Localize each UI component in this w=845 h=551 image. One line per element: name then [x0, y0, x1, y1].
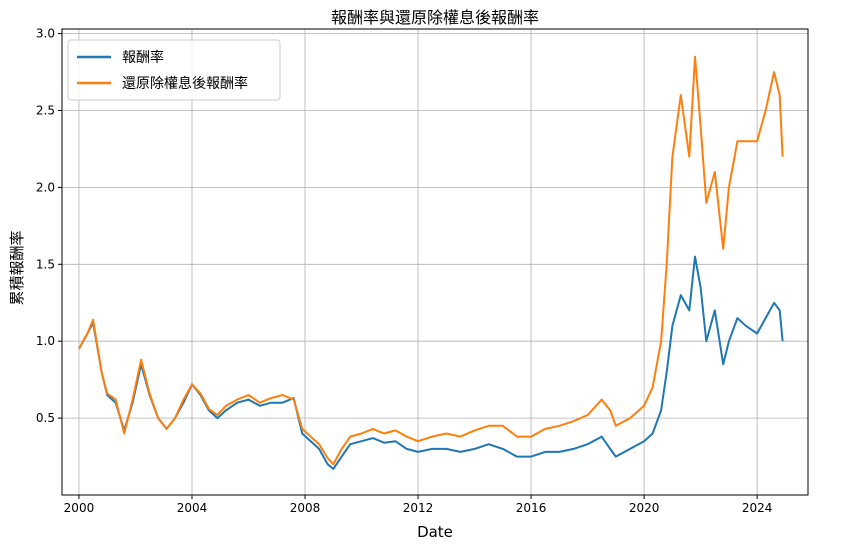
x-tick-label: 2012	[403, 501, 434, 515]
y-tick-label: 2.5	[36, 104, 55, 118]
x-tick-label: 2020	[629, 501, 660, 515]
series-line-2	[78, 55, 784, 466]
y-tick-label: 2.0	[36, 180, 55, 194]
x-tick-label: 2000	[64, 501, 95, 515]
x-tick-label: 2004	[177, 501, 208, 515]
y-tick-label: 3.0	[36, 27, 55, 41]
chart-title: 報酬率與還原除權息後報酬率	[331, 8, 539, 27]
legend-label-2: 還原除權息後報酬率	[122, 75, 248, 92]
y-tick-label: 1.5	[36, 257, 55, 271]
legend-label-1: 報酬率	[122, 49, 164, 66]
y-axis-title: 累積報酬率	[8, 230, 26, 305]
x-tick-label: 2016	[516, 501, 547, 515]
legend-box	[67, 39, 281, 101]
plot-area-frame	[61, 28, 809, 496]
series-lines	[78, 55, 784, 470]
x-tick-label: 2008	[290, 501, 321, 515]
x-axis-ticks: 2000 2004 2008 2012 2016 2020 2024	[64, 495, 773, 515]
x-tick-label: 2024	[742, 501, 773, 515]
grid-lines	[62, 29, 808, 495]
x-axis-title: Date	[417, 523, 453, 541]
y-tick-label: 1.0	[36, 334, 55, 348]
y-tick-label: 0.5	[36, 411, 55, 425]
y-axis-ticks: 0.5 1.0 1.5 2.0 2.5 3.0	[36, 27, 62, 425]
